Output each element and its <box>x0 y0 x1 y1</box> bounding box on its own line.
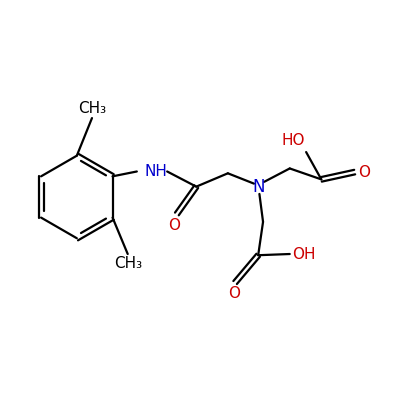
Text: O: O <box>168 218 180 232</box>
Text: NH: NH <box>144 164 167 179</box>
Text: O: O <box>358 164 370 180</box>
Text: HO: HO <box>282 134 305 148</box>
Text: O: O <box>228 286 240 301</box>
Text: CH₃: CH₃ <box>114 256 142 272</box>
Text: CH₃: CH₃ <box>78 101 106 116</box>
Text: OH: OH <box>292 246 316 262</box>
Text: N: N <box>252 178 264 196</box>
